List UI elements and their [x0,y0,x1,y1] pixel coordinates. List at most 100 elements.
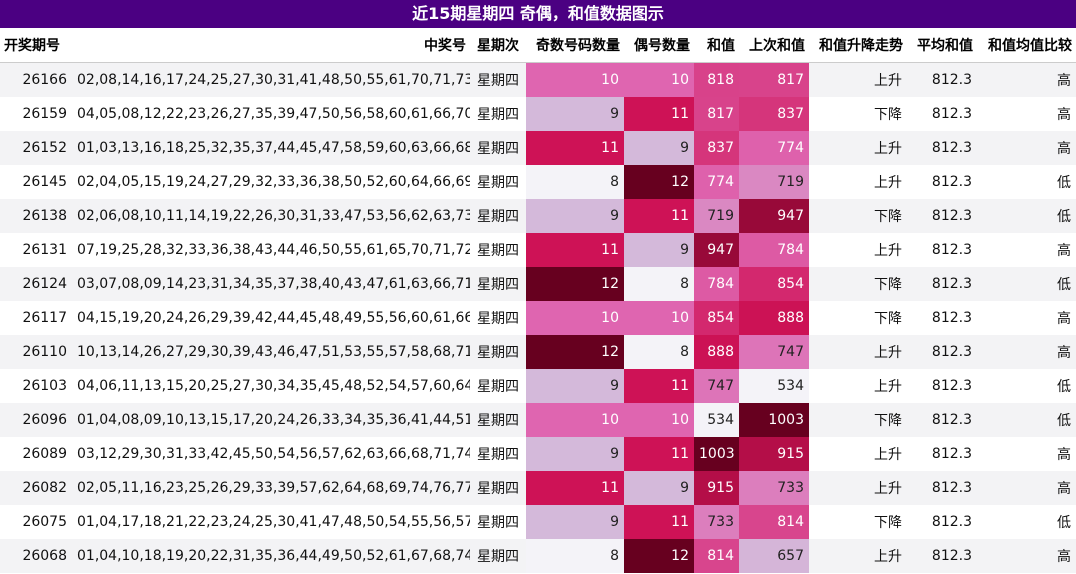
cell-trend: 下降 [809,301,907,335]
cell-weekday: 星期四 [470,437,526,471]
cell-prev-sum: 1003 [739,403,809,437]
cell-sum: 947 [694,233,739,267]
cell-even-count: 9 [624,131,694,165]
cell-odd-count: 12 [526,267,624,301]
cell-trend: 下降 [809,403,907,437]
cell-trend: 上升 [809,437,907,471]
header-numbers: 中奖号 [72,28,470,63]
table-row: 26096 01,04,08,09,10,13,15,17,20,24,26,33… [0,403,1076,437]
cell-avg: 812.3 [907,301,977,335]
cell-trend: 上升 [809,131,907,165]
cell-compare: 高 [977,539,1076,573]
cell-odd-count: 10 [526,403,624,437]
cell-avg: 812.3 [907,369,977,403]
cell-numbers: 01,04,10,18,19,20,22,31,35,36,44,49,50,5… [72,539,470,573]
table-row: 26166 02,08,14,16,17,24,25,27,30,31,41,48… [0,62,1076,97]
cell-odd-count: 9 [526,505,624,539]
cell-even-count: 11 [624,369,694,403]
cell-issue: 26152 [0,131,72,165]
cell-numbers: 02,08,14,16,17,24,25,27,30,31,41,48,50,5… [72,62,470,97]
table-row: 26082 02,05,11,16,23,25,26,29,33,39,57,62… [0,471,1076,505]
cell-numbers: 04,06,11,13,15,20,25,27,30,34,35,45,48,5… [72,369,470,403]
cell-prev-sum: 915 [739,437,809,471]
cell-weekday: 星期四 [470,505,526,539]
cell-trend: 下降 [809,199,907,233]
cell-numbers: 04,05,08,12,22,23,26,27,35,39,47,50,56,5… [72,97,470,131]
cell-sum: 818 [694,62,739,97]
cell-numbers: 02,05,11,16,23,25,26,29,33,39,57,62,64,6… [72,471,470,505]
cell-odd-count: 9 [526,97,624,131]
cell-prev-sum: 534 [739,369,809,403]
cell-compare: 高 [977,131,1076,165]
cell-compare: 低 [977,369,1076,403]
cell-weekday: 星期四 [470,199,526,233]
cell-numbers: 01,03,13,16,18,25,32,35,37,44,45,47,58,5… [72,131,470,165]
cell-prev-sum: 657 [739,539,809,573]
cell-sum: 915 [694,471,739,505]
table-row: 26103 04,06,11,13,15,20,25,27,30,34,35,45… [0,369,1076,403]
cell-trend: 下降 [809,505,907,539]
cell-issue: 26103 [0,369,72,403]
cell-even-count: 12 [624,165,694,199]
cell-sum: 854 [694,301,739,335]
cell-odd-count: 8 [526,539,624,573]
table-row: 26117 04,15,19,20,24,26,29,39,42,44,45,48… [0,301,1076,335]
cell-weekday: 星期四 [470,335,526,369]
cell-sum: 784 [694,267,739,301]
cell-issue: 26124 [0,267,72,301]
cell-issue: 26138 [0,199,72,233]
cell-sum: 534 [694,403,739,437]
cell-trend: 下降 [809,267,907,301]
cell-prev-sum: 774 [739,131,809,165]
cell-even-count: 8 [624,267,694,301]
cell-compare: 低 [977,165,1076,199]
cell-compare: 高 [977,335,1076,369]
cell-avg: 812.3 [907,165,977,199]
cell-odd-count: 9 [526,369,624,403]
cell-issue: 26159 [0,97,72,131]
header-prev-sum: 上次和值 [739,28,809,63]
cell-even-count: 9 [624,233,694,267]
cell-avg: 812.3 [907,335,977,369]
table-row: 26159 04,05,08,12,22,23,26,27,35,39,47,50… [0,97,1076,131]
cell-weekday: 星期四 [470,97,526,131]
cell-avg: 812.3 [907,437,977,471]
cell-weekday: 星期四 [470,62,526,97]
cell-issue: 26145 [0,165,72,199]
cell-trend: 上升 [809,369,907,403]
cell-even-count: 11 [624,199,694,233]
header-row: 开奖期号 中奖号 星期次 奇数号码数量 偶号数量 和值 上次和值 和值升降走势 … [0,28,1076,63]
cell-issue: 26117 [0,301,72,335]
data-table: 开奖期号 中奖号 星期次 奇数号码数量 偶号数量 和值 上次和值 和值升降走势 … [0,28,1076,573]
cell-prev-sum: 747 [739,335,809,369]
cell-prev-sum: 854 [739,267,809,301]
cell-compare: 高 [977,437,1076,471]
cell-even-count: 10 [624,403,694,437]
cell-weekday: 星期四 [470,165,526,199]
table-row: 26089 03,12,29,30,31,33,42,45,50,54,56,57… [0,437,1076,471]
cell-numbers: 02,04,05,15,19,24,27,29,32,33,36,38,50,5… [72,165,470,199]
cell-sum: 774 [694,165,739,199]
header-odd-count: 奇数号码数量 [526,28,624,63]
table-body: 26166 02,08,14,16,17,24,25,27,30,31,41,48… [0,62,1076,573]
cell-even-count: 9 [624,471,694,505]
cell-odd-count: 10 [526,62,624,97]
cell-sum: 817 [694,97,739,131]
cell-sum: 888 [694,335,739,369]
cell-weekday: 星期四 [470,301,526,335]
cell-sum: 747 [694,369,739,403]
header-even-count: 偶号数量 [624,28,694,63]
cell-issue: 26131 [0,233,72,267]
cell-compare: 低 [977,267,1076,301]
cell-prev-sum: 719 [739,165,809,199]
cell-numbers: 01,04,17,18,21,22,23,24,25,30,41,47,48,5… [72,505,470,539]
cell-compare: 低 [977,403,1076,437]
cell-prev-sum: 888 [739,301,809,335]
cell-avg: 812.3 [907,403,977,437]
cell-sum: 719 [694,199,739,233]
cell-prev-sum: 837 [739,97,809,131]
cell-weekday: 星期四 [470,267,526,301]
cell-trend: 上升 [809,335,907,369]
cell-avg: 812.3 [907,131,977,165]
cell-avg: 812.3 [907,199,977,233]
